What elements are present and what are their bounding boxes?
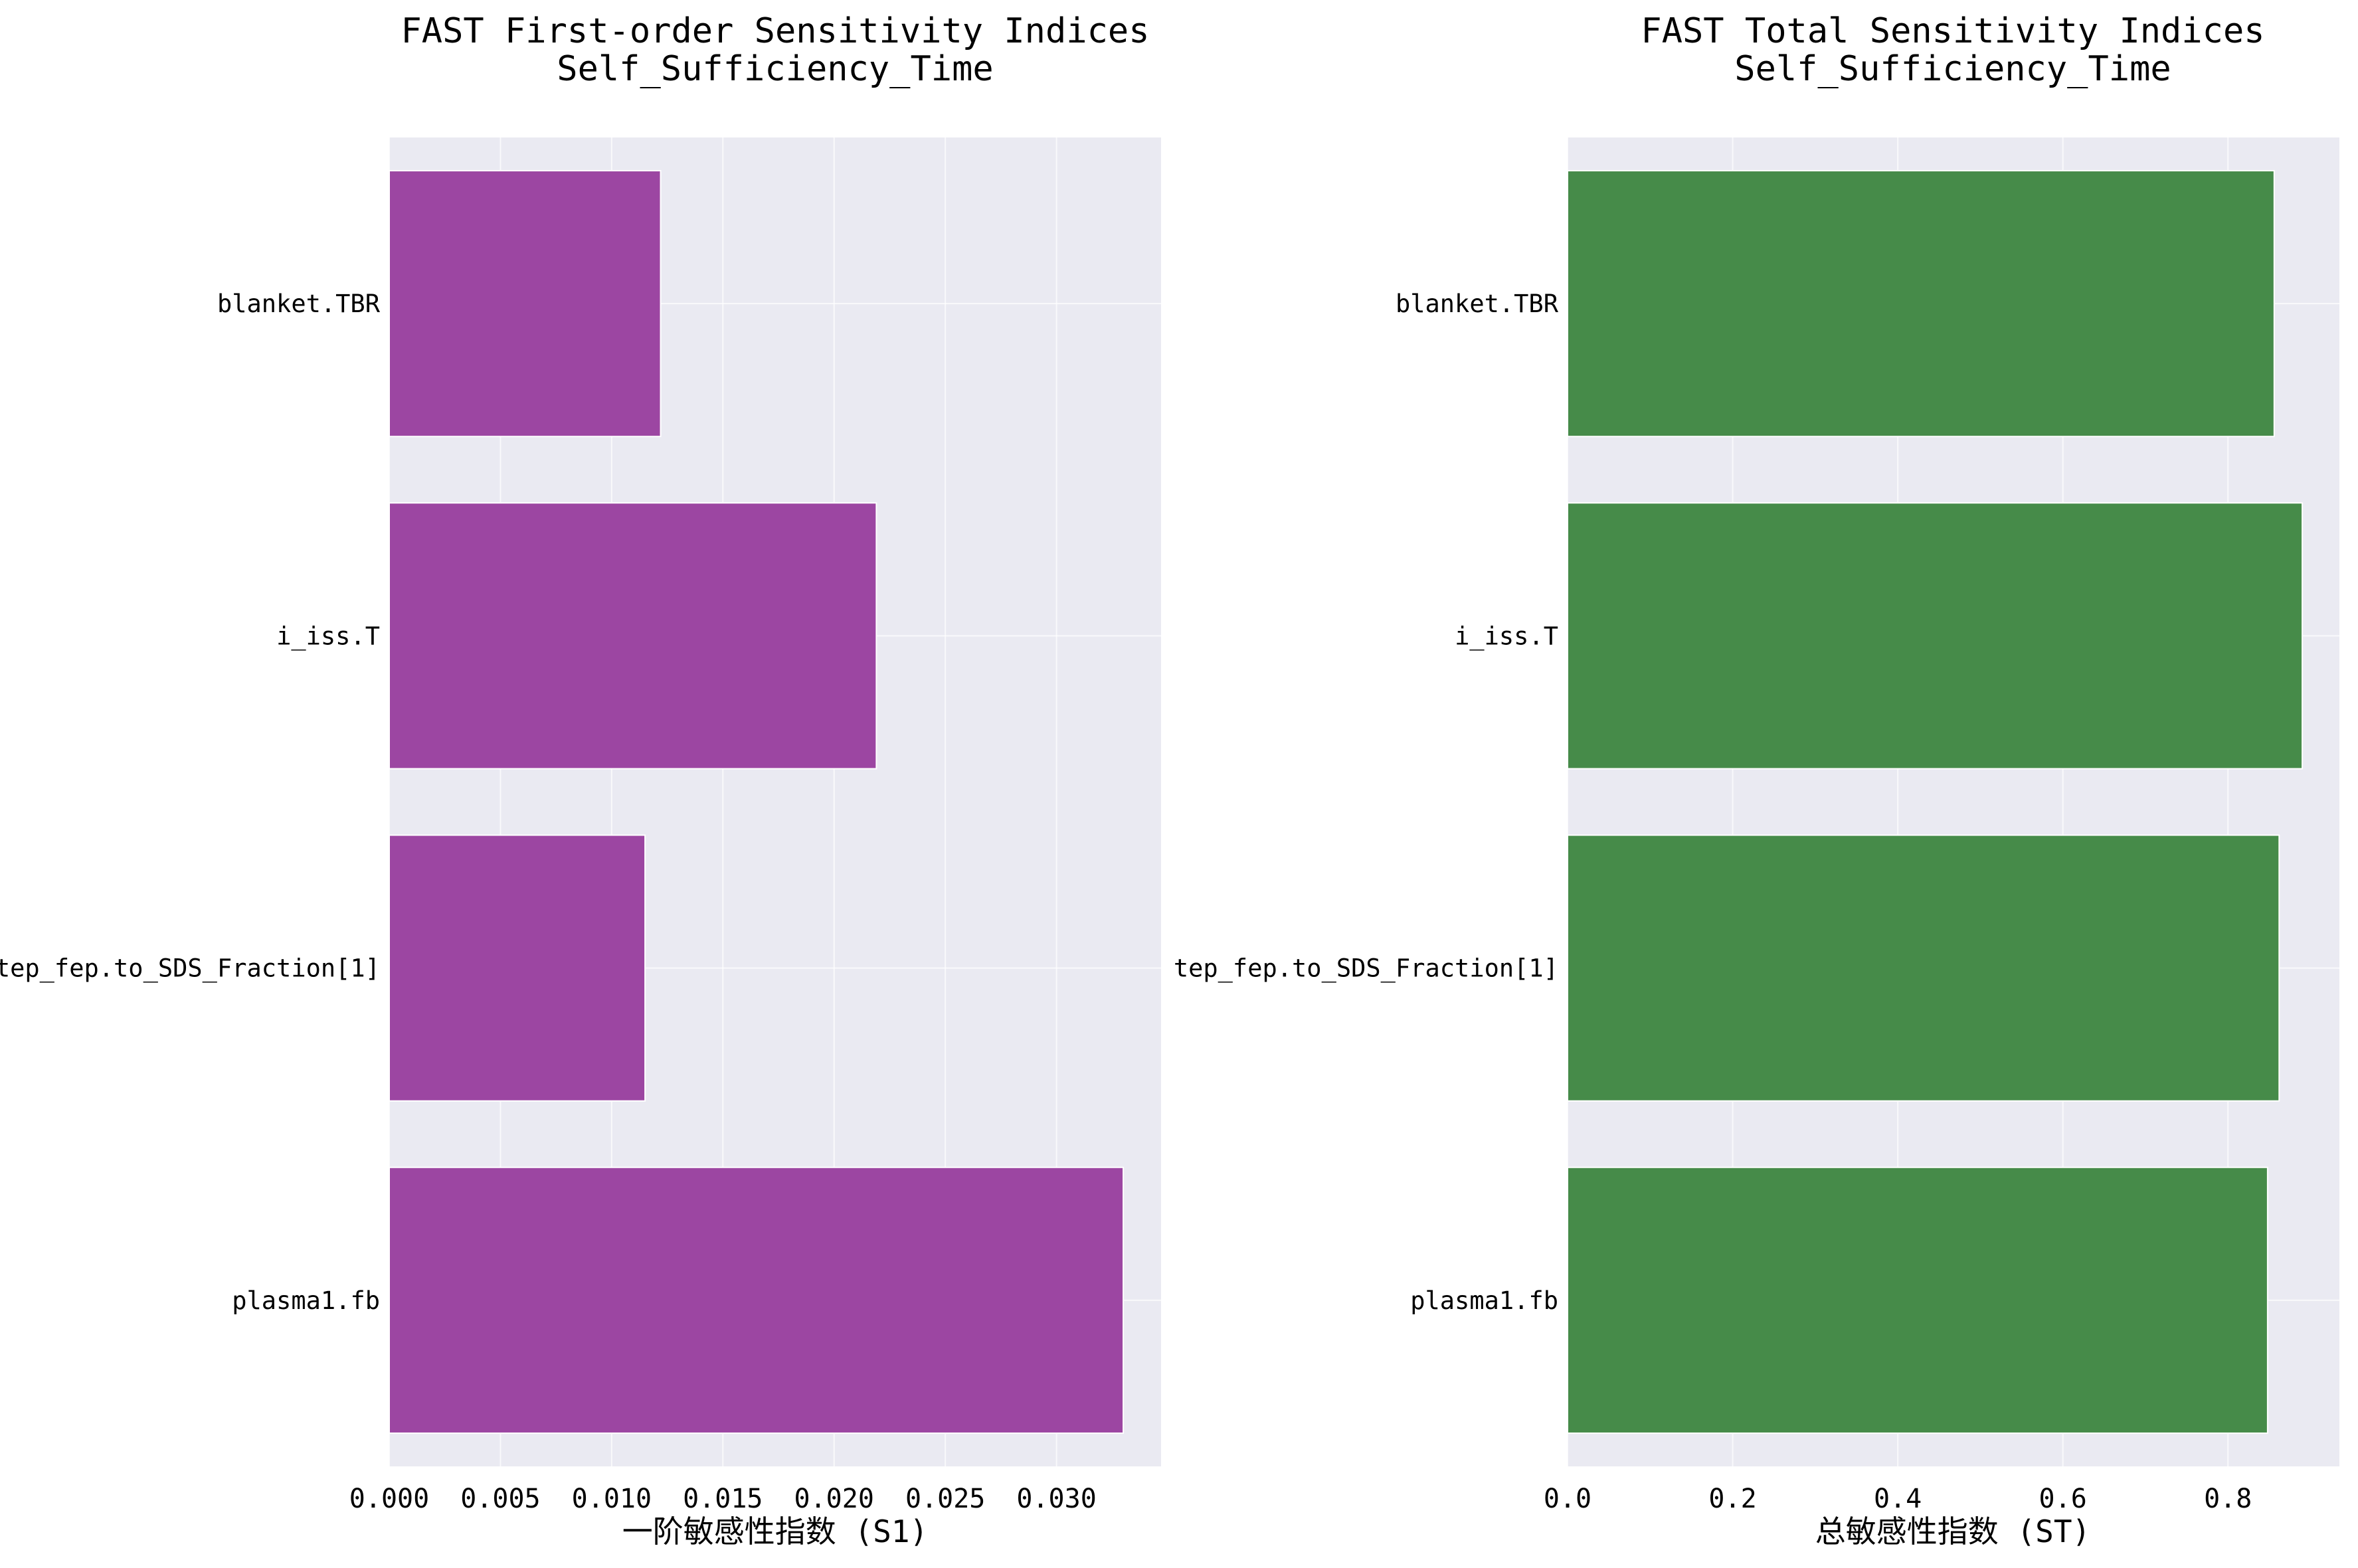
first-order-xtick-label: 0.010 [572,1484,652,1514]
total-subtitle: Self_Sufficiency_Time [1734,49,2171,89]
first-order-xtick-label: 0.030 [1016,1484,1096,1514]
total-bar-0 [1567,170,2275,438]
total-xtick-label: 0.8 [2204,1484,2252,1514]
first-order-bar-0 [389,170,662,438]
first-order-xtick-label: 0.020 [794,1484,874,1514]
total-xtick-label: 0.2 [1708,1484,1756,1514]
first-order-title: FAST First-order Sensitivity Indices [401,11,1149,51]
first-order-xtick-label: 0.015 [683,1484,763,1514]
first-order-plot-area [389,137,1161,1466]
first-order-category-label: blanket.TBR [217,290,381,318]
first-order-bar-1 [389,502,877,770]
total-panel: FAST Total Sensitivity Indices Self_Suff… [1174,11,2339,1549]
first-order-subtitle: Self_Sufficiency_Time [557,49,993,89]
first-order-xlabel: 一阶敏感性指数 (S1) [622,1514,928,1549]
total-category-label: blanket.TBR [1396,290,1559,318]
first-order-category-label: i_iss.T [276,622,380,651]
total-xtick-label: 0.6 [2039,1484,2087,1514]
total-category-label: plasma1.fb [1410,1286,1558,1315]
total-bar-1 [1567,502,2304,770]
total-bar-3 [1567,1166,2268,1434]
first-order-bar-2 [389,834,646,1102]
total-xtick-label: 0.0 [1544,1484,1591,1514]
total-xtick-label: 0.4 [1874,1484,1922,1514]
first-order-bar-3 [389,1166,1125,1434]
total-category-label: tep_fep.to_SDS_Fraction[1] [1174,954,1558,984]
total-bar-2 [1567,834,2280,1102]
first-order-category-label: tep_fep.to_SDS_Fraction[1] [0,954,380,984]
first-order-panel: FAST First-order Sensitivity Indices Sel… [0,11,1161,1549]
first-order-xtick-label: 0.025 [905,1484,985,1514]
total-plot-area [1567,137,2339,1466]
first-order-xtick-label: 0.000 [349,1484,429,1514]
total-category-label: i_iss.T [1455,622,1558,651]
first-order-category-label: plasma1.fb [232,1286,380,1315]
total-title: FAST Total Sensitivity Indices [1641,11,2264,51]
total-xlabel: 总敏感性指数 (ST) [1815,1514,2090,1549]
first-order-xtick-label: 0.005 [460,1484,540,1514]
